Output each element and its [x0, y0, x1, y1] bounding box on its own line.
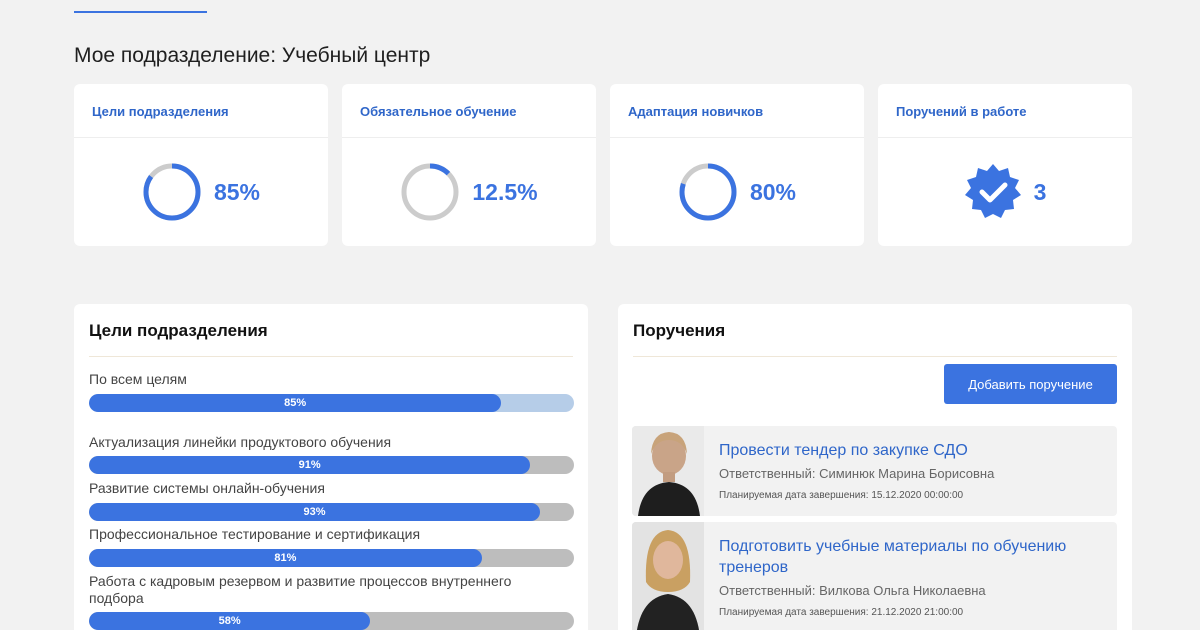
task-card[interactable]: Провести тендер по закупке СДО Ответстве…: [632, 426, 1117, 516]
progress-value: 58%: [218, 615, 241, 627]
goal-label: Профессиональное тестирование и сертифик…: [89, 526, 421, 542]
goal-label: Работа с кадровым резервом и развитие пр…: [89, 573, 512, 606]
goal-label: Актуализация линейки продуктового обучен…: [89, 434, 392, 450]
kpi-card-goals[interactable]: Цели подразделения 85%: [74, 84, 328, 246]
task-title-link[interactable]: Провести тендер по закупке СДО: [719, 442, 968, 459]
divider: [89, 356, 573, 357]
kpi-card-mandatory-training[interactable]: Обязательное обучение 12.5%: [342, 84, 596, 246]
verified-badge-icon: [964, 164, 1021, 218]
task-card[interactable]: Подготовить учебные материалы по обучени…: [632, 522, 1117, 630]
donut-chart: [401, 163, 459, 221]
donut-chart: [143, 163, 201, 221]
progress-value: 91%: [298, 459, 321, 471]
progress-bar: 58%: [89, 612, 574, 630]
progress-bar-overall: 85%: [89, 394, 574, 412]
goals-panel-title: Цели подразделения: [89, 321, 268, 340]
goal-label-overall: По всем целям: [89, 371, 187, 387]
task-responsible: Ответственный: Вилкова Ольга Николаевна: [719, 583, 986, 598]
task-due-date: Планируемая дата завершения: 15.12.2020 …: [719, 490, 964, 501]
top-accent-line: [74, 11, 207, 13]
donut-progress: [401, 163, 459, 221]
donut-progress: [143, 163, 201, 221]
kpi-value: 85%: [213, 178, 261, 205]
task-responsible: Ответственный: Симинюк Марина Борисовна: [719, 466, 995, 481]
tasks-panel-title: Поручения: [633, 321, 726, 340]
progress-fill: [89, 549, 482, 567]
task-due-date: Планируемая дата завершения: 21.12.2020 …: [719, 607, 964, 618]
task-title-link[interactable]: Подготовить учебные материалы по обучени…: [719, 538, 1067, 576]
donut-progress: [679, 163, 737, 221]
progress-value: 93%: [303, 506, 326, 518]
kpi-label: Обязательное обучение: [342, 84, 596, 138]
kpi-value: 80%: [749, 178, 797, 205]
kpi-value: 3: [1033, 178, 1047, 205]
tasks-panel: Поручения Добавить поручение Провести те…: [618, 304, 1132, 630]
progress-value: 81%: [274, 552, 297, 564]
avatar: [632, 426, 704, 516]
page-title: Мое подразделение: Учебный центр: [74, 44, 431, 67]
progress-value: 85%: [284, 397, 307, 409]
progress-fill: [89, 612, 371, 630]
progress-bar: 81%: [89, 549, 574, 567]
kpi-card-onboarding[interactable]: Адаптация новичков 80%: [610, 84, 864, 246]
progress-fill: [89, 394, 502, 412]
progress-bar: 93%: [89, 503, 574, 521]
add-task-button[interactable]: Добавить поручение: [944, 364, 1117, 404]
goals-panel: Цели подразделения По всем целям 85% Акт…: [74, 304, 588, 630]
kpi-label: Адаптация новичков: [610, 84, 864, 138]
goal-label: Развитие системы онлайн-обучения: [89, 480, 325, 496]
divider: [633, 356, 1117, 357]
avatar: [632, 522, 704, 630]
kpi-value: 12.5%: [472, 178, 538, 205]
progress-bar: 91%: [89, 456, 574, 474]
progress-fill: [89, 456, 531, 474]
kpi-label: Цели подразделения: [74, 84, 328, 138]
kpi-label: Поручений в работе: [878, 84, 1132, 138]
kpi-card-tasks-in-progress[interactable]: Поручений в работе 3: [878, 84, 1132, 246]
donut-chart: [679, 163, 737, 221]
progress-fill: [89, 503, 541, 521]
